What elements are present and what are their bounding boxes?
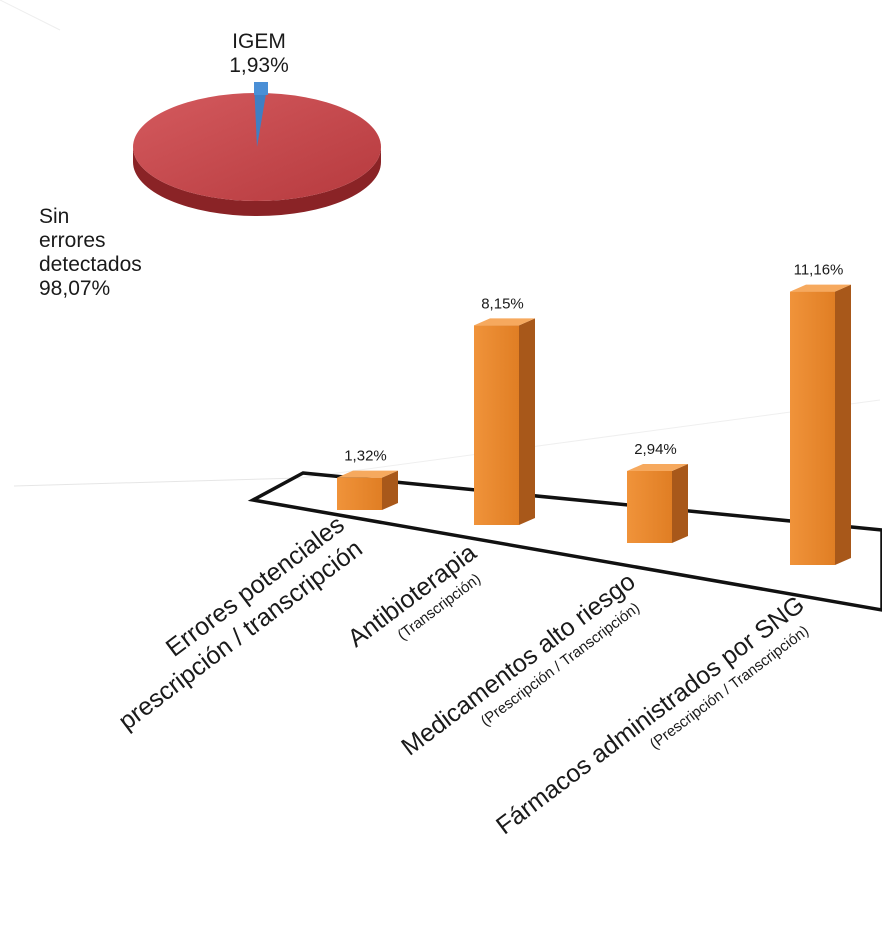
- pie-slice-igem-edge: [254, 82, 268, 95]
- bar-value-label: 8,15%: [481, 295, 524, 312]
- bar-value-label: 1,32%: [344, 448, 387, 465]
- bar-side: [519, 318, 535, 525]
- pie-label-sin-line3: detectados: [39, 253, 142, 276]
- pie-label-sin-value: 98,07%: [39, 277, 111, 300]
- bar-1: [474, 318, 535, 525]
- bar-front: [474, 325, 519, 525]
- bar-front: [337, 477, 382, 510]
- pie-label-igem-value: 1,93%: [229, 54, 289, 77]
- bar-top: [337, 470, 398, 478]
- bar-0: [337, 470, 398, 510]
- pie-slice-igem: [254, 82, 268, 147]
- category-name-line2: prescripción / transcripción: [113, 534, 367, 735]
- bar-value-label: 2,94%: [634, 441, 677, 458]
- background-frame: [0, 0, 881, 487]
- bar-side: [382, 470, 398, 510]
- pie-label-igem-name: IGEM: [232, 30, 286, 53]
- bar-side: [672, 463, 688, 543]
- bar-chart-floor: [247, 471, 882, 612]
- bar-side: [835, 284, 851, 565]
- bar-top: [474, 318, 535, 326]
- bar-series: [337, 284, 851, 565]
- pie-side-sin-errores: [133, 147, 381, 216]
- bar-front: [627, 470, 672, 543]
- bar-front: [790, 291, 835, 565]
- pie-label-sin-errores: Sin errores detectados 98,07%: [39, 205, 142, 301]
- bar-2: [627, 463, 688, 543]
- pie-label-sin-line1: Sin: [39, 205, 70, 228]
- category-name: Fármacos administrados por SNG: [491, 590, 810, 840]
- bar-top: [627, 463, 688, 471]
- bar-value-label: 11,16%: [794, 262, 844, 279]
- bar-3: [790, 284, 851, 565]
- bar-value-labels: 1,32% 8,15% 2,94% 11,16%: [344, 262, 843, 465]
- pie-chart: [133, 82, 381, 216]
- pie-label-igem: IGEM 1,93%: [222, 30, 296, 78]
- pie-label-sin-line2: errores: [39, 229, 106, 252]
- bar-top: [790, 284, 851, 292]
